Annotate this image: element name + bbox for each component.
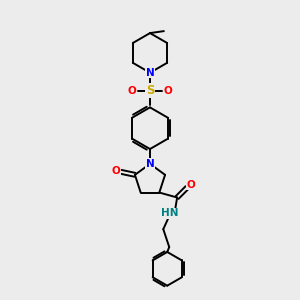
Text: O: O [128, 85, 136, 96]
Text: HN: HN [161, 208, 179, 218]
Text: N: N [146, 159, 154, 169]
Text: O: O [164, 85, 172, 96]
Text: O: O [187, 180, 195, 190]
Text: S: S [146, 84, 154, 97]
Text: O: O [112, 166, 121, 176]
Text: N: N [146, 68, 154, 78]
